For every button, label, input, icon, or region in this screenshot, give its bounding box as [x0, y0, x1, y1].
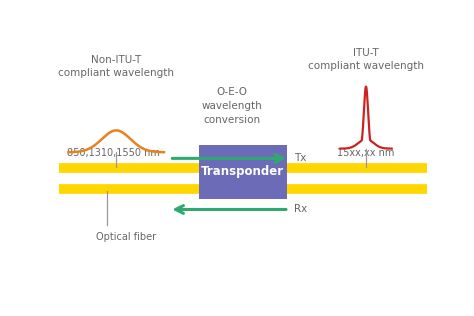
Text: Transponder: Transponder	[201, 165, 284, 178]
Text: Rx: Rx	[294, 204, 308, 215]
Text: Optical fiber: Optical fiber	[96, 233, 156, 242]
Text: Non-ITU-T
compliant wavelength: Non-ITU-T compliant wavelength	[58, 55, 174, 78]
Text: ITU-T
compliant wavelength: ITU-T compliant wavelength	[308, 48, 424, 71]
Text: O-E-O
wavelength
conversion: O-E-O wavelength conversion	[201, 87, 262, 125]
Text: 15xx,xx nm: 15xx,xx nm	[337, 149, 395, 158]
Bar	[199, 145, 287, 198]
Text: 850,1310,1550 nm: 850,1310,1550 nm	[67, 149, 160, 158]
Text: Tx: Tx	[294, 153, 307, 163]
